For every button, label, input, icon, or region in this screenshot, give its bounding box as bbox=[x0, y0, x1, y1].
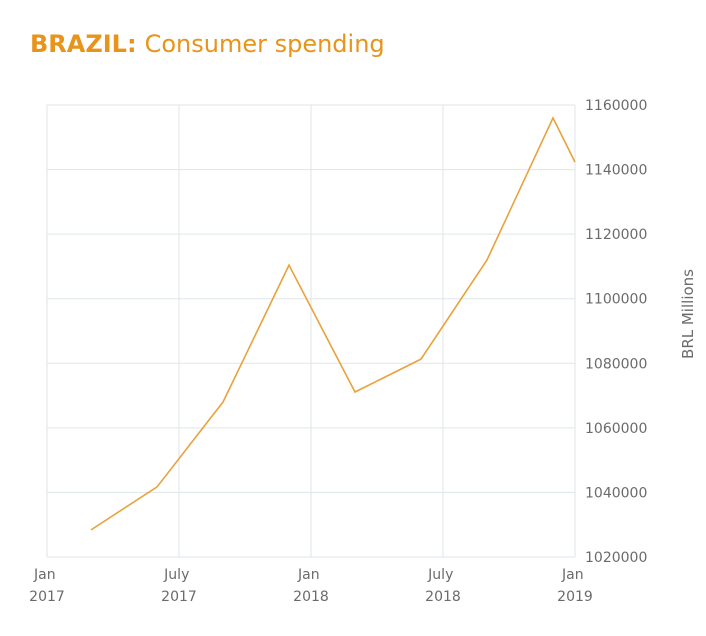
y-tick-label: 1120000 bbox=[585, 227, 647, 243]
y-tick-label: 1140000 bbox=[585, 163, 647, 179]
title-prefix: BRAZIL: bbox=[30, 30, 137, 58]
title-text: Consumer spending bbox=[145, 30, 385, 58]
y-tick-label: 1040000 bbox=[585, 485, 647, 501]
y-tick-label: 1060000 bbox=[585, 421, 647, 437]
x-tick-label: July 2018 bbox=[425, 567, 461, 605]
line-series bbox=[90, 116, 576, 531]
y-tick-label: 1160000 bbox=[585, 98, 647, 114]
y-tick-label: 1080000 bbox=[585, 356, 647, 372]
x-tick-label: Jan 2018 bbox=[293, 567, 329, 605]
x-tick-label: Jan 2017 bbox=[29, 567, 65, 605]
y-axis-label: BRL Millions bbox=[679, 269, 697, 359]
y-tick-label: 1020000 bbox=[585, 550, 647, 566]
x-tick-label: Jan 2019 bbox=[557, 567, 593, 605]
chart-title: BRAZIL: Consumer spending bbox=[30, 30, 385, 58]
x-tick-label: July 2017 bbox=[161, 567, 197, 605]
y-tick-label: 1100000 bbox=[585, 292, 647, 308]
